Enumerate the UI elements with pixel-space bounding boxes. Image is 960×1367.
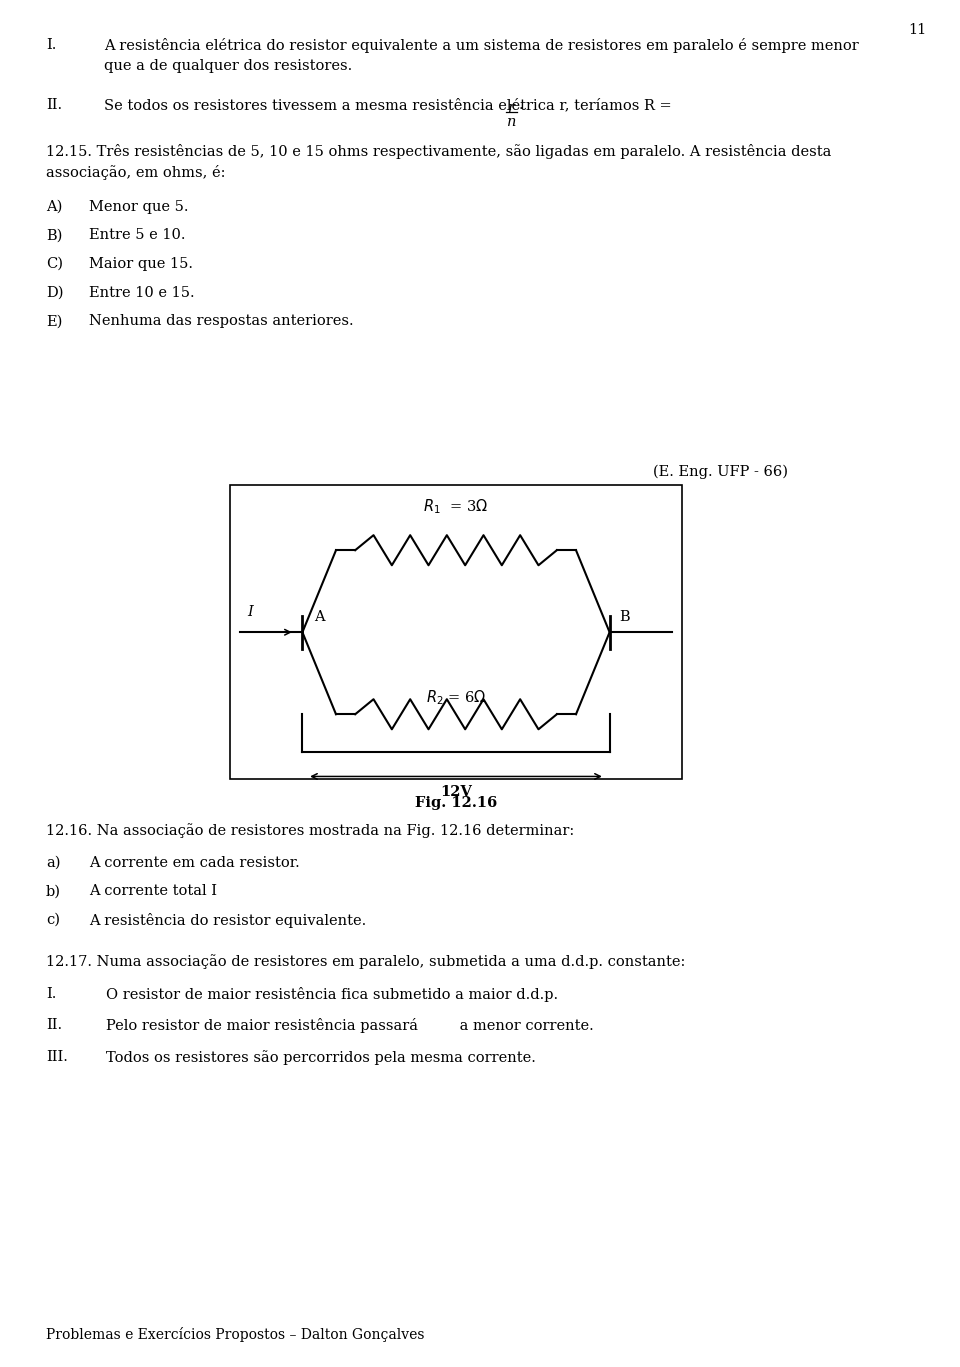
Text: A: A (314, 610, 324, 623)
Text: C): C) (46, 257, 63, 271)
Text: 11: 11 (908, 23, 926, 37)
Text: A corrente total I: A corrente total I (89, 884, 217, 898)
Text: 12.15. Três resistências de 5, 10 e 15 ohms respectivamente, são ligadas em para: 12.15. Três resistências de 5, 10 e 15 o… (46, 144, 831, 159)
Text: II.: II. (46, 1018, 62, 1032)
Text: II.: II. (46, 98, 62, 112)
Text: Entre 5 e 10.: Entre 5 e 10. (89, 228, 186, 242)
Text: (E. Eng. UFP - 66): (E. Eng. UFP - 66) (653, 465, 788, 480)
Text: Se todos os resistores tivessem a mesma resistência elétrica r, teríamos R =: Se todos os resistores tivessem a mesma … (104, 98, 676, 112)
Text: $R_2$ = 6$\Omega$: $R_2$ = 6$\Omega$ (425, 689, 487, 708)
Text: A corrente em cada resistor.: A corrente em cada resistor. (89, 856, 300, 869)
Text: .: . (519, 98, 523, 112)
Text: n: n (507, 115, 516, 128)
Text: Maior que 15.: Maior que 15. (89, 257, 193, 271)
Text: $R_1$  = 3$\Omega$: $R_1$ = 3$\Omega$ (423, 498, 489, 517)
Text: III.: III. (46, 1050, 68, 1064)
Text: Problemas e Exercícios Propostos – Dalton Gonçalves: Problemas e Exercícios Propostos – Dalto… (46, 1327, 424, 1342)
Text: B: B (619, 610, 630, 623)
Text: I: I (248, 604, 253, 618)
Text: associação, em ohms, é:: associação, em ohms, é: (46, 165, 226, 180)
Text: Pelo resistor de maior resistência passará         a menor corrente.: Pelo resistor de maior resistência passa… (106, 1018, 593, 1033)
Text: r: r (508, 101, 515, 115)
Text: Entre 10 e 15.: Entre 10 e 15. (89, 286, 195, 299)
Text: I.: I. (46, 987, 57, 1001)
Text: A resistência elétrica do resistor equivalente a um sistema de resistores em par: A resistência elétrica do resistor equiv… (104, 38, 858, 53)
Text: 12V: 12V (440, 785, 472, 798)
Text: Fig. 12.16: Fig. 12.16 (415, 796, 497, 809)
Text: I.: I. (46, 38, 57, 52)
Text: E): E) (46, 314, 62, 328)
Text: a): a) (46, 856, 60, 869)
Text: 12.17. Numa associação de resistores em paralelo, submetida a uma d.d.p. constan: 12.17. Numa associação de resistores em … (46, 954, 685, 969)
Text: 12.16. Na associação de resistores mostrada na Fig. 12.16 determinar:: 12.16. Na associação de resistores mostr… (46, 823, 574, 838)
Text: que a de qualquer dos resistores.: que a de qualquer dos resistores. (104, 59, 352, 72)
Text: A): A) (46, 200, 62, 213)
Text: b): b) (46, 884, 61, 898)
Text: c): c) (46, 913, 60, 927)
Text: O resistor de maior resistência fica submetido a maior d.d.p.: O resistor de maior resistência fica sub… (106, 987, 558, 1002)
Text: Nenhuma das respostas anteriores.: Nenhuma das respostas anteriores. (89, 314, 354, 328)
Text: B): B) (46, 228, 62, 242)
Text: D): D) (46, 286, 63, 299)
Text: Todos os resistores são percorridos pela mesma corrente.: Todos os resistores são percorridos pela… (106, 1050, 536, 1065)
Bar (230, 485, 682, 779)
Text: Menor que 5.: Menor que 5. (89, 200, 189, 213)
Text: A resistência do resistor equivalente.: A resistência do resistor equivalente. (89, 913, 367, 928)
